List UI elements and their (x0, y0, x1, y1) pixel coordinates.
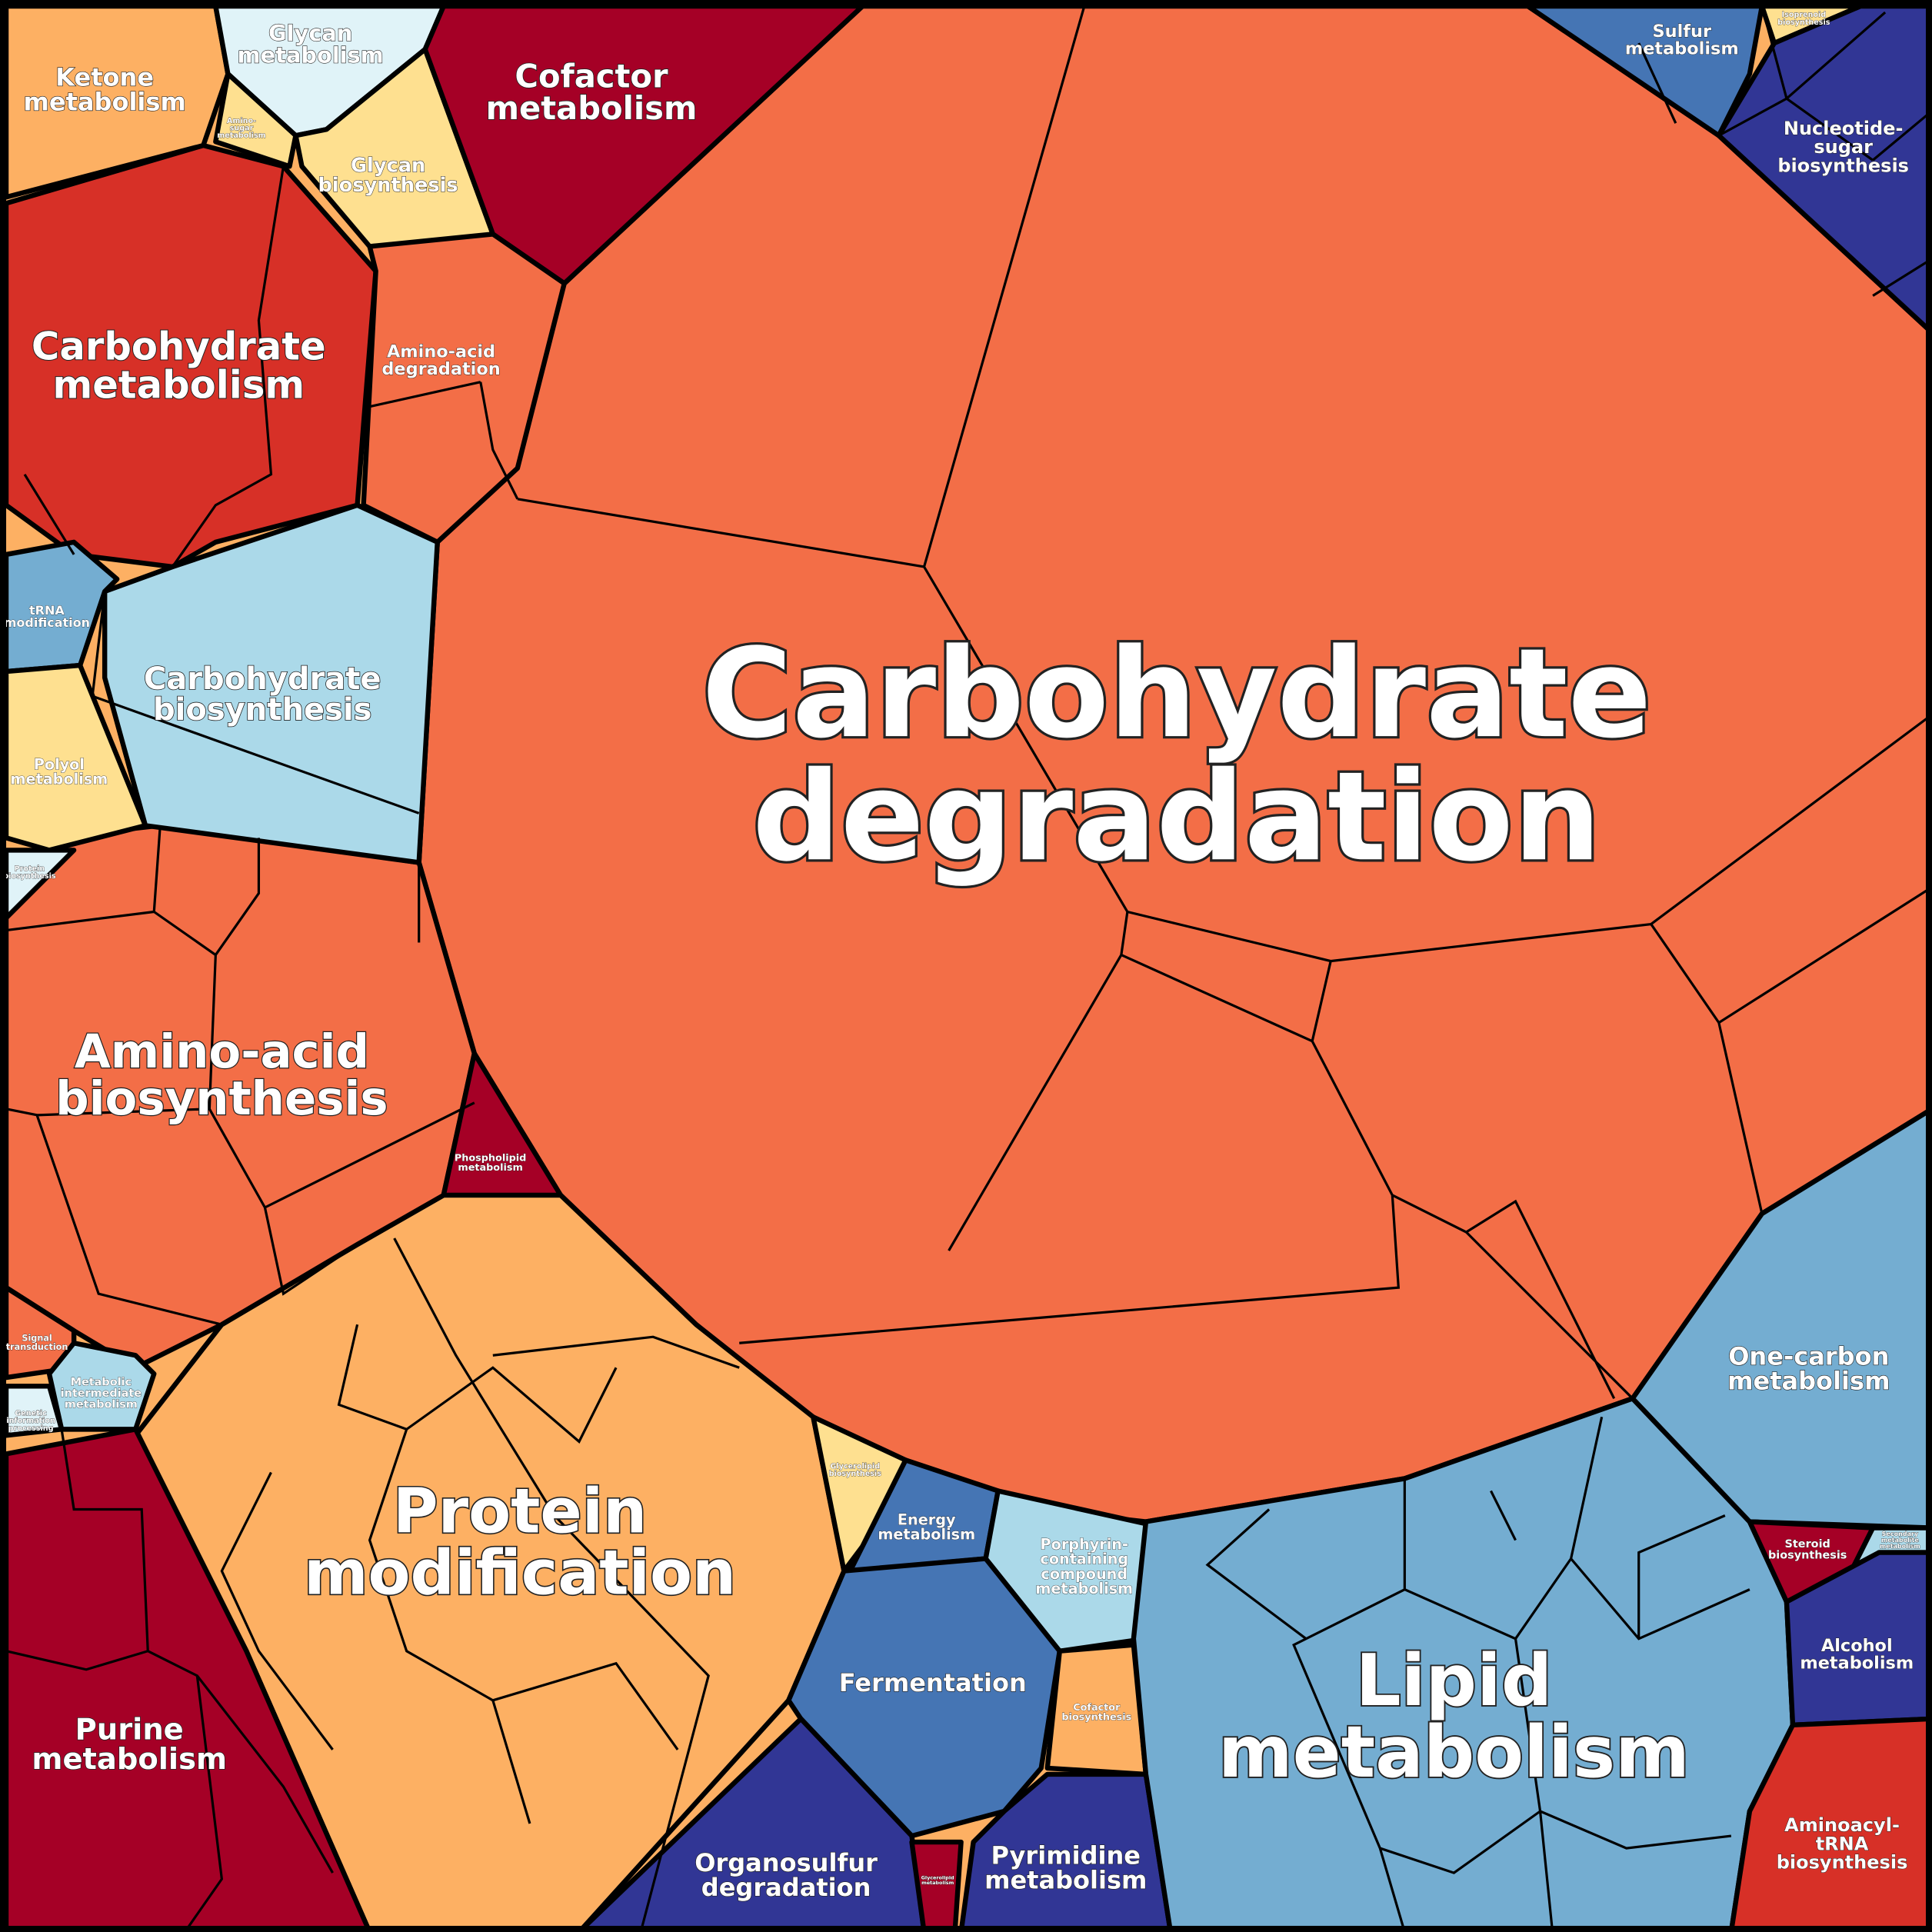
region-label: Sulfur (1653, 22, 1712, 42)
region-label: degradation (752, 744, 1601, 888)
region-cell (213, 71, 298, 169)
region-label: transduction (6, 1342, 68, 1352)
region-label: intermediate (61, 1387, 142, 1400)
region-label: Aminoacyl- (1784, 1814, 1900, 1836)
region-label: Ketone (55, 63, 154, 92)
region-label: Nucleotide- (1784, 118, 1904, 139)
sub-cell-lines (5, 5, 1932, 1932)
sub-cell-line (5, 5, 1932, 1932)
region-label: Steroid (1785, 1538, 1830, 1551)
region-label: Carbohydrate (32, 325, 326, 369)
region-label: metabolism (921, 1880, 954, 1886)
region-cell (958, 1771, 1174, 1932)
region-label: metabolism (52, 362, 305, 407)
region-label: Porphyrin- (1041, 1535, 1128, 1553)
region-label: Genetic (15, 1410, 47, 1418)
region-cell (46, 1341, 157, 1432)
region-label: metabolism (1727, 1366, 1890, 1395)
region-label: One-carbon (1728, 1341, 1889, 1371)
region-label: biosynthesis (1768, 1550, 1847, 1562)
region-label: metabolism (23, 88, 185, 117)
region-label: information (6, 1417, 55, 1425)
region-label: biosynthesis (1777, 18, 1830, 27)
region-label: Glycan (268, 20, 352, 46)
region-cell (1784, 1550, 1932, 1728)
region-label: biosynthesis (318, 174, 458, 197)
region-label: biosynthesis (153, 692, 372, 728)
region-label: Isoprenoid (1782, 11, 1827, 19)
region-label: biosynthesis (1777, 155, 1909, 176)
region-cell (1728, 1716, 1932, 1932)
region-label: Lipid (1355, 1639, 1552, 1722)
region-label: Secondary (1882, 1531, 1919, 1537)
region-label: Metabolic (71, 1376, 132, 1388)
region-label: biosynthesis (1777, 1851, 1908, 1873)
region-label: Energy (898, 1511, 956, 1528)
region-label: metabolism (486, 89, 698, 127)
region-label: metabolite (1881, 1537, 1920, 1544)
region-label: Amino-acid (387, 342, 495, 362)
region-label: biosynthesis (829, 1470, 882, 1478)
region-label: Glycan (351, 154, 425, 177)
region-label: Cofactor (515, 58, 668, 95)
region-label: Fermentation (839, 1668, 1027, 1697)
region-label: Amino-acid (75, 1024, 369, 1079)
region-label: Phospholipid (455, 1152, 526, 1164)
region-label: metabolism (1880, 1543, 1920, 1550)
region-label: sugar (1814, 136, 1873, 158)
region-cell (361, 232, 567, 545)
region-label: degradation (381, 359, 500, 379)
region-label: tRNA (29, 603, 65, 618)
region-label: containing (1040, 1551, 1128, 1568)
region-label: processing (8, 1424, 54, 1433)
region-label: Amino- (227, 117, 256, 125)
region-label: Signal (22, 1334, 52, 1344)
region-label: biosynthesis (1061, 1712, 1131, 1724)
region-label: modification (304, 1537, 736, 1609)
region-label: metabolism (65, 1398, 138, 1411)
region-label: Protein (393, 1475, 647, 1547)
region-label: Alcohol (1821, 1636, 1893, 1656)
region-label: degradation (701, 1873, 871, 1902)
region-label: biosynthesis (3, 872, 56, 881)
region-label: biosynthesis (55, 1071, 388, 1126)
region-label: Protein (15, 864, 45, 873)
cells (3, 3, 1932, 1932)
region-label: modification (4, 615, 90, 630)
region-label: metabolism (1218, 1710, 1690, 1794)
region-label: Cofactor (1073, 1702, 1121, 1714)
region-cell (1630, 1106, 1932, 1531)
region-label: metabolism (1800, 1653, 1914, 1673)
region-label: tRNA (1816, 1833, 1869, 1854)
region-label: metabolism (32, 1742, 227, 1777)
region-label: sugar (230, 125, 254, 133)
region-label: metabolism (10, 771, 108, 788)
region-cell (441, 1051, 564, 1198)
region-label: Polyol (34, 755, 85, 773)
region-label: compound (1041, 1565, 1128, 1583)
region-label: Glycerolipid (921, 1875, 954, 1881)
region-cell (576, 1716, 927, 1932)
region-label: Organosulfur (695, 1848, 878, 1877)
region-label: metabolism (984, 1865, 1147, 1894)
region-cell (909, 1839, 964, 1932)
region-label: metabolism (217, 132, 265, 140)
region-label: Pyrimidine (991, 1840, 1141, 1870)
region-label: metabolism (1035, 1580, 1133, 1597)
region-label: metabolism (238, 42, 384, 68)
labels: CarbohydratedegradationProteinmodificati… (3, 11, 1920, 1903)
region-label: Carbohydrate (702, 621, 1652, 765)
region-label: Purine (75, 1712, 184, 1747)
region-label: Carbohydrate (144, 661, 381, 697)
region-label: metabolism (1625, 39, 1739, 59)
region-label: metabolism (458, 1162, 522, 1174)
region-label: metabolism (878, 1526, 975, 1544)
region-label: Glycerolipid (830, 1462, 880, 1471)
